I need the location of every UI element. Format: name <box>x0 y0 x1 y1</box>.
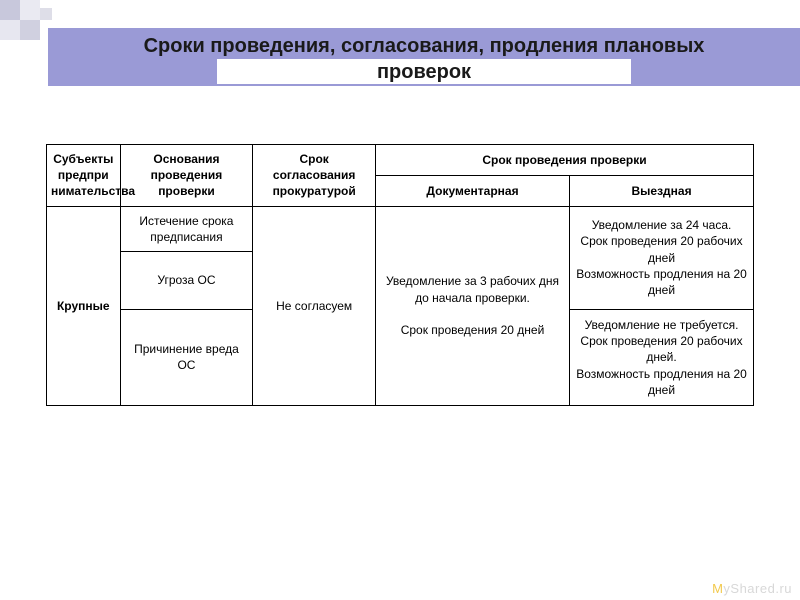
deco-square <box>40 8 52 20</box>
table-row: Крупные Истечение срока предписания Не с… <box>47 206 754 251</box>
deco-square <box>20 0 40 20</box>
header-duration-group: Срок проведения проверки <box>375 145 753 176</box>
cell-grounds: Угроза ОС <box>120 251 253 309</box>
slide-title-band: Сроки проведения, согласования, продлени… <box>48 28 800 86</box>
header-subjects: Субъекты предпри нимательства <box>47 145 121 207</box>
cell-subjects: Крупные <box>47 206 121 405</box>
deco-square <box>0 0 20 20</box>
cell-approval: Не согласуем <box>253 206 376 405</box>
header-approval: Срок согласования прокуратурой <box>253 145 376 207</box>
slide-title-line1: Сроки проведения, согласования, продлени… <box>48 34 800 59</box>
inspection-table: Субъекты предпри нимательства Основания … <box>46 144 754 406</box>
header-grounds: Основания проведения проверки <box>120 145 253 207</box>
header-documentary: Документарная <box>375 175 569 206</box>
watermark-m: M <box>712 581 723 596</box>
cell-onsite-2: Уведомление не требуется. Срок проведени… <box>570 309 754 405</box>
cell-grounds: Причинение вреда ОС <box>120 309 253 405</box>
cell-onsite-1: Уведомление за 24 часа. Срок проведения … <box>570 206 754 309</box>
cell-grounds: Истечение срока предписания <box>120 206 253 251</box>
cell-documentary: Уведомление за 3 рабочих дня до начала п… <box>375 206 569 405</box>
table-header-row-1: Субъекты предпри нимательства Основания … <box>47 145 754 176</box>
header-onsite: Выездная <box>570 175 754 206</box>
slide-title-line2: проверок <box>217 59 631 84</box>
watermark: MyShared.ru <box>712 581 792 596</box>
watermark-text: yShared.ru <box>723 581 792 596</box>
deco-square <box>0 20 20 40</box>
deco-square <box>20 20 40 40</box>
inspection-table-container: Субъекты предпри нимательства Основания … <box>46 144 754 406</box>
